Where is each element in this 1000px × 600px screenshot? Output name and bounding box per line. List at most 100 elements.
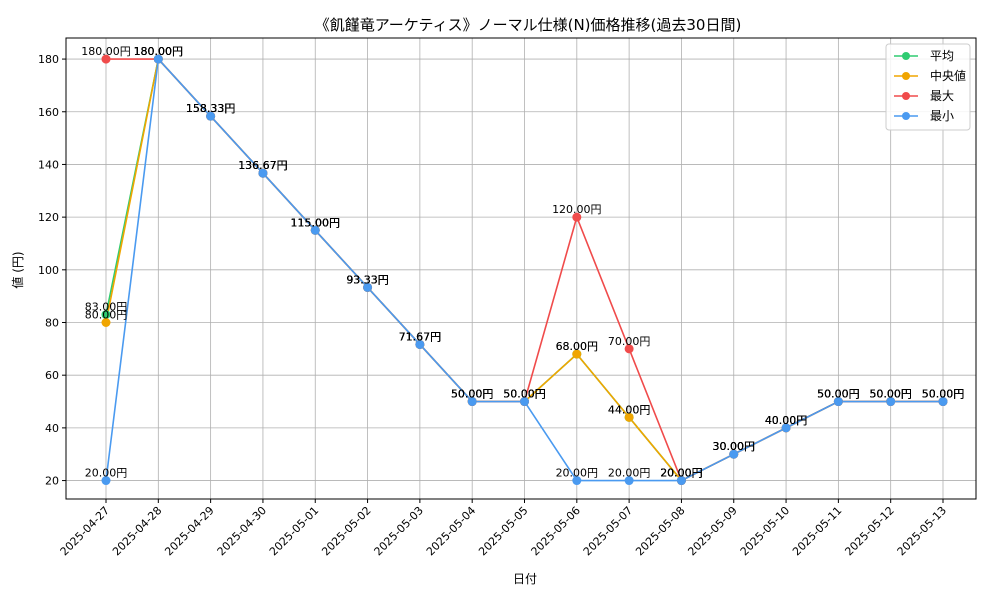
data-label: 44.00円 <box>608 403 651 416</box>
data-point <box>101 310 111 320</box>
data-label: 120.00円 <box>552 203 602 216</box>
data-label: 115.00円 <box>291 216 341 229</box>
y-tick-label: 40 <box>45 422 59 435</box>
data-label: 115.00円 <box>291 216 341 229</box>
data-label: 50.00円 <box>817 388 860 401</box>
data-point <box>206 111 216 121</box>
chart-title: 《飢饉竜アーケティス》ノーマル仕様(N)価格推移(過去30日間) <box>315 16 742 34</box>
data-point <box>781 423 791 433</box>
legend-entry: 最大 <box>930 89 954 103</box>
data-label: 50.00円 <box>869 388 912 401</box>
data-point <box>624 476 634 486</box>
y-tick-label: 140 <box>38 158 59 171</box>
data-label: 20.00円 <box>85 467 128 480</box>
x-tick-label: 2025-05-04 <box>424 504 478 558</box>
data-label: 136.67円 <box>238 159 288 172</box>
data-label: 180.00円 <box>134 45 184 58</box>
data-label: 115.00円 <box>291 216 341 229</box>
data-label: 50.00円 <box>451 388 494 401</box>
data-point <box>572 476 582 486</box>
data-label: 50.00円 <box>817 388 860 401</box>
y-axis-ticks: 20 40 60 80 100 120 140 160 180 <box>38 53 66 488</box>
data-label: 83.00円 <box>85 301 128 314</box>
data-label: 68.00円 <box>556 340 599 353</box>
y-tick-label: 160 <box>38 106 59 119</box>
data-label: 93.33円 <box>346 273 389 286</box>
data-label: 71.67円 <box>399 330 442 343</box>
data-label: 71.67円 <box>399 330 442 343</box>
data-label: 50.00円 <box>451 388 494 401</box>
data-label: 30.00円 <box>713 440 756 453</box>
legend-entry: 平均 <box>930 49 954 63</box>
series-points <box>101 54 948 486</box>
data-labels: 83.00円 180.00円 158.33円 136.67円 115.00円 93.33円… <box>81 45 964 479</box>
x-tick-label: 2025-05-11 <box>790 504 844 558</box>
data-label: 30.00円 <box>713 440 756 453</box>
data-point <box>258 168 268 178</box>
data-label: 40.00円 <box>765 414 808 427</box>
data-label: 50.00円 <box>922 388 965 401</box>
x-tick-label: 2025-04-29 <box>162 504 216 558</box>
legend-entry: 中央値 <box>930 68 966 83</box>
legend-entry: 最小 <box>930 109 954 123</box>
data-point <box>101 318 111 328</box>
data-point <box>520 397 529 407</box>
x-tick-label: 2025-05-07 <box>581 504 635 558</box>
data-label: 50.00円 <box>922 388 965 401</box>
data-label: 93.33円 <box>346 273 389 286</box>
data-point <box>729 449 739 459</box>
data-point <box>363 282 373 292</box>
x-tick-label: 2025-04-30 <box>215 504 269 558</box>
legend-marker <box>902 112 910 120</box>
data-point <box>572 349 582 359</box>
y-tick-label: 180 <box>38 53 59 66</box>
x-tick-label: 2025-05-01 <box>267 504 321 558</box>
data-label: 50.00円 <box>869 388 912 401</box>
y-tick-label: 20 <box>45 475 59 488</box>
data-label: 20.00円 <box>660 467 703 480</box>
y-axis-label: 値 (円) <box>10 251 25 288</box>
data-label: 20.00円 <box>556 467 599 480</box>
data-label: 50.00円 <box>451 388 494 401</box>
data-label: 50.00円 <box>869 388 912 401</box>
x-tick-label: 2025-04-28 <box>110 504 164 558</box>
data-label: 158.33円 <box>186 102 236 115</box>
data-point <box>101 476 111 486</box>
data-point <box>101 54 111 64</box>
data-label: 20.00円 <box>608 467 651 480</box>
data-point <box>624 412 634 422</box>
x-tick-label: 2025-05-10 <box>738 504 792 558</box>
data-label: 40.00円 <box>765 414 808 427</box>
data-label: 80.00円 <box>85 309 128 322</box>
x-axis-label: 日付 <box>513 572 537 586</box>
data-label: 50.00円 <box>869 388 912 401</box>
legend-marker <box>902 52 910 60</box>
data-label: 158.33円 <box>186 102 236 115</box>
data-label: 20.00円 <box>660 467 703 480</box>
x-tick-label: 2025-05-09 <box>685 504 739 558</box>
data-label: 136.67円 <box>238 159 288 172</box>
data-label: 40.00円 <box>765 414 808 427</box>
x-tick-label: 2025-04-27 <box>58 504 112 558</box>
y-tick-label: 80 <box>45 317 59 330</box>
data-label: 180.00円 <box>134 45 184 58</box>
data-label: 180.00円 <box>134 45 184 58</box>
data-label: 180.00円 <box>81 45 131 58</box>
data-label: 68.00円 <box>556 340 599 353</box>
data-label: 44.00円 <box>608 403 651 416</box>
data-label: 71.67円 <box>399 330 442 343</box>
data-label: 50.00円 <box>817 388 860 401</box>
data-point <box>833 397 843 407</box>
data-point <box>415 339 425 349</box>
data-label: 20.00円 <box>660 467 703 480</box>
x-axis-ticks: 2025-04-272025-04-282025-04-292025-04-30… <box>58 499 949 558</box>
data-point <box>572 212 582 222</box>
data-point <box>624 344 634 354</box>
x-tick-label: 2025-05-08 <box>633 504 687 558</box>
data-label: 30.00円 <box>713 440 756 453</box>
plot-area-frame <box>65 37 977 500</box>
data-label: 50.00円 <box>817 388 860 401</box>
data-point <box>938 397 948 407</box>
